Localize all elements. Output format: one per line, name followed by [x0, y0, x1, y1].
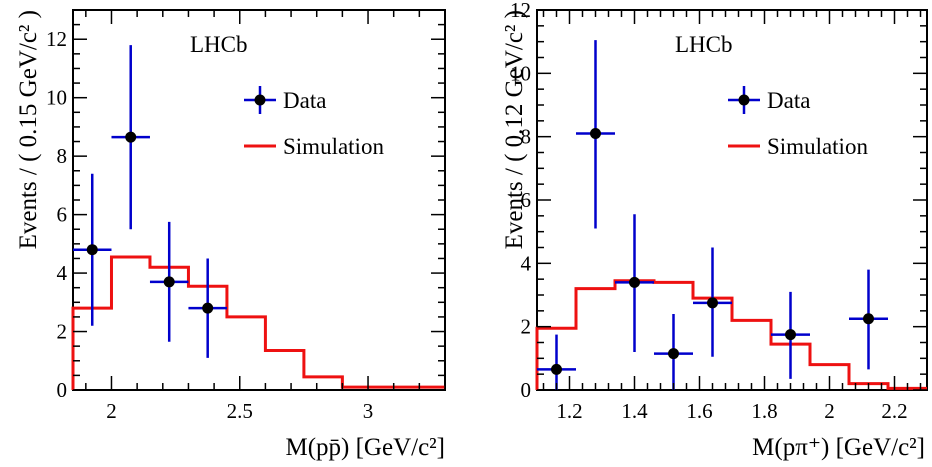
y-tick-label: 0 [521, 378, 532, 402]
legend-sim-label: Simulation [767, 134, 868, 159]
data-point [576, 40, 615, 229]
y-tick-label: 10 [46, 86, 67, 110]
data-point [771, 291, 810, 379]
data-marker [86, 244, 98, 256]
data-point [654, 314, 693, 390]
data-point [111, 45, 150, 230]
data-point [693, 247, 732, 357]
y-axis-title: Events / ( 0.12 GeV/c² ) [501, 10, 528, 249]
y-tick-label: 8 [521, 125, 532, 149]
x-tick-label: 2 [824, 399, 835, 423]
legend: Data Simulation [728, 86, 868, 159]
legend-data-label: Data [283, 88, 326, 113]
x-tick-label: 1.2 [556, 399, 582, 423]
data-point [615, 214, 654, 352]
y-tick-label: 8 [57, 144, 68, 168]
legend-data-marker [254, 94, 266, 106]
y-tick-label: 12 [510, 0, 531, 22]
data-marker [551, 363, 562, 375]
y-tick-label: 0 [57, 378, 68, 402]
y-tick-label: 6 [57, 203, 68, 227]
legend: Data Simulation [244, 86, 384, 159]
y-tick-label: 6 [521, 188, 532, 212]
legend-sim-label: Simulation [283, 134, 384, 159]
experiment-label: LHCb [190, 32, 248, 57]
y-tick-label: 10 [510, 61, 531, 85]
data-marker [863, 313, 874, 325]
y-tick-label: 12 [46, 27, 67, 51]
x-tick-label: 2 [106, 399, 117, 423]
data-marker [163, 276, 175, 288]
data-marker [202, 302, 214, 314]
left-panel: LHCb Data Simulation 0 2 4 6 8 10 12 2 2.5 3 M(pp… [15, 9, 446, 461]
y-tick-label: 2 [521, 315, 532, 339]
x-axis-title: M(pπ⁺) [GeV/c²] [752, 434, 925, 461]
x-axis-title: M(pp̄) [GeV/c²] [285, 434, 445, 461]
data-point [849, 269, 888, 370]
x-tick-label: 3 [363, 399, 374, 423]
x-tick-label: 1.4 [621, 399, 648, 423]
legend-data-marker [738, 94, 750, 106]
data-marker [590, 128, 601, 139]
right-panel: LHCb Data Simulation 0 2 4 6 8 10 12 1.2 1.4 1.6 1… [501, 0, 928, 461]
data-point [537, 334, 576, 390]
data-point [73, 173, 112, 326]
data-marker [785, 329, 796, 341]
experiment-label: LHCb [675, 32, 733, 57]
data-marker [668, 348, 679, 360]
x-tick-label: 2.2 [881, 399, 907, 423]
plot-frame [72, 9, 446, 391]
data-marker [125, 131, 137, 143]
data-marker [629, 276, 640, 288]
legend-data-label: Data [767, 88, 810, 113]
data-point [188, 258, 227, 358]
simulation-histogram [535, 279, 927, 390]
y-axis-title: Events / ( 0.15 GeV/c² ) [15, 10, 42, 249]
x-tick-label: 2.5 [227, 399, 253, 423]
y-tick-label: 2 [57, 320, 68, 344]
x-tick-label: 1.6 [686, 399, 712, 423]
data-marker [707, 297, 718, 309]
simulation-histogram [71, 255, 445, 390]
y-tick-label: 4 [57, 261, 68, 285]
data-point [149, 221, 189, 342]
x-tick-label: 1.8 [751, 399, 777, 423]
y-tick-label: 4 [521, 251, 532, 275]
